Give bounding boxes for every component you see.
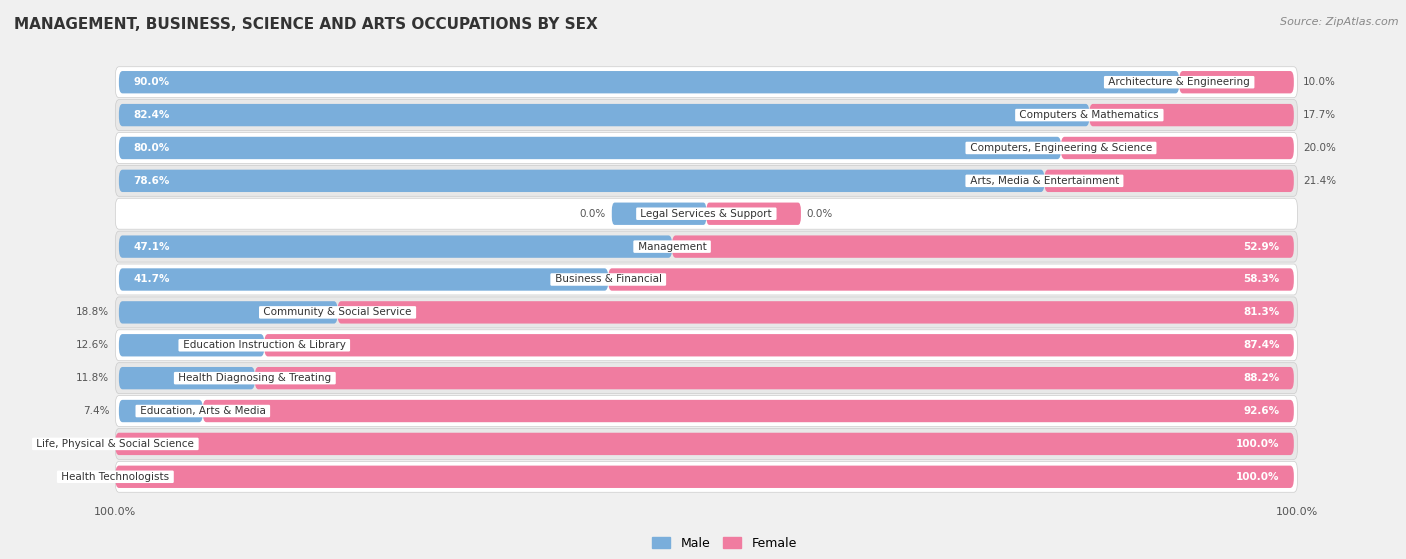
FancyBboxPatch shape bbox=[115, 100, 1298, 131]
FancyBboxPatch shape bbox=[115, 396, 1298, 427]
FancyBboxPatch shape bbox=[202, 400, 1294, 422]
Text: 100.0%: 100.0% bbox=[1236, 472, 1279, 482]
Text: 81.3%: 81.3% bbox=[1243, 307, 1279, 318]
Text: Management: Management bbox=[634, 241, 710, 252]
FancyBboxPatch shape bbox=[264, 334, 1294, 357]
Text: Community & Social Service: Community & Social Service bbox=[260, 307, 415, 318]
FancyBboxPatch shape bbox=[120, 235, 672, 258]
Text: Education Instruction & Library: Education Instruction & Library bbox=[180, 340, 349, 350]
Text: Source: ZipAtlas.com: Source: ZipAtlas.com bbox=[1281, 17, 1399, 27]
Text: 92.6%: 92.6% bbox=[1243, 406, 1279, 416]
Text: 88.2%: 88.2% bbox=[1243, 373, 1279, 383]
Text: 7.4%: 7.4% bbox=[83, 406, 110, 416]
FancyBboxPatch shape bbox=[115, 428, 1298, 459]
Text: 47.1%: 47.1% bbox=[134, 241, 170, 252]
FancyBboxPatch shape bbox=[115, 330, 1298, 361]
Text: Health Diagnosing & Treating: Health Diagnosing & Treating bbox=[176, 373, 335, 383]
Text: 12.6%: 12.6% bbox=[76, 340, 110, 350]
Text: 10.0%: 10.0% bbox=[1303, 77, 1336, 87]
Legend: Male, Female: Male, Female bbox=[647, 532, 801, 555]
Text: Legal Services & Support: Legal Services & Support bbox=[637, 209, 775, 219]
Text: Computers & Mathematics: Computers & Mathematics bbox=[1017, 110, 1163, 120]
FancyBboxPatch shape bbox=[115, 132, 1298, 163]
Text: 100.0%: 100.0% bbox=[1236, 439, 1279, 449]
Text: 80.0%: 80.0% bbox=[134, 143, 169, 153]
Text: 18.8%: 18.8% bbox=[76, 307, 110, 318]
FancyBboxPatch shape bbox=[609, 268, 1294, 291]
Text: 0.0%: 0.0% bbox=[807, 209, 834, 219]
Text: 87.4%: 87.4% bbox=[1243, 340, 1279, 350]
FancyBboxPatch shape bbox=[1062, 137, 1294, 159]
FancyBboxPatch shape bbox=[120, 400, 202, 422]
Text: 41.7%: 41.7% bbox=[134, 274, 170, 285]
FancyBboxPatch shape bbox=[1090, 104, 1294, 126]
FancyBboxPatch shape bbox=[1180, 71, 1294, 93]
Text: 0.0%: 0.0% bbox=[579, 209, 606, 219]
FancyBboxPatch shape bbox=[115, 433, 1294, 455]
Text: 82.4%: 82.4% bbox=[134, 110, 170, 120]
Text: Computers, Engineering & Science: Computers, Engineering & Science bbox=[967, 143, 1156, 153]
Text: Health Technologists: Health Technologists bbox=[58, 472, 173, 482]
Text: 52.9%: 52.9% bbox=[1243, 241, 1279, 252]
Text: Architecture & Engineering: Architecture & Engineering bbox=[1105, 77, 1253, 87]
FancyBboxPatch shape bbox=[120, 71, 1180, 93]
FancyBboxPatch shape bbox=[120, 334, 264, 357]
Text: 78.6%: 78.6% bbox=[134, 176, 170, 186]
FancyBboxPatch shape bbox=[115, 67, 1298, 98]
FancyBboxPatch shape bbox=[1045, 170, 1294, 192]
FancyBboxPatch shape bbox=[612, 202, 706, 225]
Text: 17.7%: 17.7% bbox=[1303, 110, 1337, 120]
FancyBboxPatch shape bbox=[120, 268, 609, 291]
Text: Arts, Media & Entertainment: Arts, Media & Entertainment bbox=[967, 176, 1122, 186]
Text: 90.0%: 90.0% bbox=[134, 77, 169, 87]
FancyBboxPatch shape bbox=[120, 137, 1062, 159]
FancyBboxPatch shape bbox=[120, 367, 254, 389]
FancyBboxPatch shape bbox=[254, 367, 1294, 389]
Text: 20.0%: 20.0% bbox=[1303, 143, 1336, 153]
Text: 11.8%: 11.8% bbox=[76, 373, 110, 383]
FancyBboxPatch shape bbox=[115, 165, 1298, 196]
FancyBboxPatch shape bbox=[115, 297, 1298, 328]
FancyBboxPatch shape bbox=[120, 104, 1090, 126]
Text: Education, Arts & Media: Education, Arts & Media bbox=[136, 406, 269, 416]
FancyBboxPatch shape bbox=[115, 198, 1298, 229]
FancyBboxPatch shape bbox=[337, 301, 1294, 324]
FancyBboxPatch shape bbox=[115, 466, 1294, 488]
FancyBboxPatch shape bbox=[115, 264, 1298, 295]
FancyBboxPatch shape bbox=[706, 202, 801, 225]
Text: Life, Physical & Social Science: Life, Physical & Social Science bbox=[34, 439, 197, 449]
FancyBboxPatch shape bbox=[115, 461, 1298, 492]
FancyBboxPatch shape bbox=[120, 170, 1045, 192]
Text: 21.4%: 21.4% bbox=[1303, 176, 1337, 186]
FancyBboxPatch shape bbox=[120, 301, 337, 324]
Text: Business & Financial: Business & Financial bbox=[551, 274, 665, 285]
FancyBboxPatch shape bbox=[115, 363, 1298, 394]
FancyBboxPatch shape bbox=[115, 231, 1298, 262]
Text: MANAGEMENT, BUSINESS, SCIENCE AND ARTS OCCUPATIONS BY SEX: MANAGEMENT, BUSINESS, SCIENCE AND ARTS O… bbox=[14, 17, 598, 32]
FancyBboxPatch shape bbox=[672, 235, 1294, 258]
Text: 58.3%: 58.3% bbox=[1243, 274, 1279, 285]
